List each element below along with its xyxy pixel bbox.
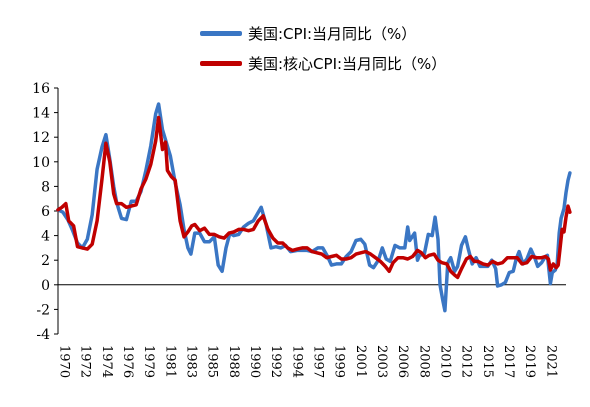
y-tick-label: -4 (36, 327, 50, 343)
series-line-cpi (56, 102, 572, 313)
x-tick-label: 1990 (247, 345, 262, 378)
y-tick-label: 12 (32, 130, 50, 146)
x-tick-label: 2017 (501, 345, 516, 378)
y-tick-label: 0 (41, 278, 50, 294)
x-tick-label: 1976 (120, 345, 135, 378)
x-tick-label: 1979 (141, 345, 156, 378)
x-tick-label: 2003 (374, 345, 389, 378)
x-tick-label: 2001 (353, 345, 368, 378)
x-tick-label: 2010 (438, 345, 453, 378)
y-tick-label: 8 (41, 179, 50, 195)
x-tick-label: 1974 (99, 345, 114, 378)
x-tick-label: 2012 (459, 345, 474, 378)
y-tick-label: 16 (32, 81, 50, 97)
legend-item-core-cpi: 美国:核心CPI:当月同比（%） (200, 48, 446, 78)
x-tick-label: 2006 (395, 345, 410, 378)
legend-swatch-core-cpi (200, 60, 242, 66)
x-tick-label: 2008 (416, 345, 431, 378)
x-tick-label: 1985 (205, 345, 220, 378)
x-tick-label: 1997 (311, 345, 326, 378)
x-tick-label: 1994 (289, 345, 304, 378)
x-tick-label: 1999 (332, 345, 347, 378)
legend-swatch-cpi (200, 30, 242, 36)
x-tick-label: 2019 (522, 345, 537, 378)
x-tick-label: 1983 (184, 345, 199, 378)
y-axis: 16 14 12 10 8 6 4 2 0 -2 -4 (32, 81, 59, 343)
series-lines (56, 102, 572, 313)
x-tick-label: 1970 (57, 345, 72, 378)
y-tick-label: 6 (41, 204, 50, 220)
x-tick-label: 1972 (78, 345, 93, 378)
legend: 美国:CPI:当月同比（%） 美国:核心CPI:当月同比（%） (200, 18, 446, 78)
legend-label-cpi: 美国:CPI:当月同比（%） (248, 24, 417, 43)
x-tick-label: 1981 (162, 345, 177, 378)
series-line-core-cpi (56, 115, 572, 280)
y-tick-label: 2 (41, 253, 50, 269)
x-tick-label: 2021 (543, 345, 558, 378)
x-axis: 1970 1972 1974 1976 1979 1981 1983 1985 1988 1990… (57, 284, 566, 378)
legend-item-cpi: 美国:CPI:当月同比（%） (200, 18, 446, 48)
x-tick-label: 1992 (268, 345, 283, 378)
y-tick-label: 4 (41, 229, 50, 245)
x-tick-label: 2015 (480, 345, 495, 378)
x-tick-label: 1988 (226, 345, 241, 378)
y-tick-label: -2 (36, 302, 50, 318)
y-tick-label: 14 (32, 106, 50, 122)
legend-label-core-cpi: 美国:核心CPI:当月同比（%） (248, 54, 447, 73)
y-tick-label: 10 (32, 155, 50, 171)
